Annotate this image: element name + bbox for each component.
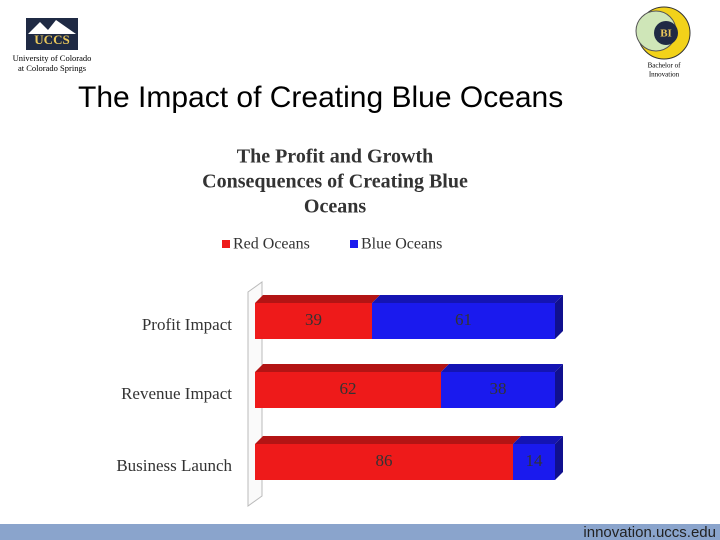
chart-title: The Profit and Growth: [237, 146, 434, 168]
legend-label: Blue Oceans: [361, 236, 442, 253]
bar-top: [513, 436, 563, 444]
program: Bachelor of: [648, 62, 682, 70]
bar: [255, 303, 372, 339]
bar-top: [255, 295, 380, 303]
bar-side: [555, 295, 563, 339]
chart-title: Consequences of Creating Blue: [202, 171, 468, 193]
legend-label: Red Oceans: [233, 236, 310, 253]
footer-url: innovation.uccs.edu: [583, 524, 716, 540]
bar: [513, 444, 555, 480]
data-label: 38: [490, 379, 507, 398]
footer-bar: [0, 524, 720, 540]
bar: [255, 444, 513, 480]
category-label: Revenue Impact: [121, 384, 232, 403]
bar-top: [255, 364, 449, 372]
bar-top: [441, 364, 563, 372]
bar: [255, 372, 441, 408]
badge-core: [654, 21, 678, 45]
uccs-logo: UCCS University of Colorado at Colorado …: [13, 18, 92, 73]
bar: [441, 372, 555, 408]
data-label: 14: [526, 451, 544, 470]
logo-text: UCCS: [34, 32, 69, 47]
legend-swatch: [222, 240, 230, 248]
bar-top: [372, 295, 563, 303]
bar: [372, 303, 555, 339]
chart-title: Oceans: [304, 196, 366, 218]
legend-swatch: [350, 240, 358, 248]
badge-text: BI: [660, 28, 672, 40]
campus: at Colorado Springs: [18, 63, 86, 73]
bi-logo: BI Bachelor of Innovation: [635, 6, 691, 79]
data-label: 61: [455, 310, 472, 329]
program: Innovation: [649, 71, 680, 79]
data-label: 39: [305, 310, 322, 329]
data-label: 62: [340, 379, 357, 398]
logo-mountains: [28, 20, 76, 34]
category-label: Business Launch: [116, 456, 232, 475]
bar-side: [555, 364, 563, 408]
bar-top: [255, 436, 521, 444]
category-label: Profit Impact: [142, 315, 232, 334]
slide-title: The Impact of Creating Blue Oceans: [78, 81, 563, 114]
data-label: 86: [376, 451, 393, 470]
university: University of Colorado: [13, 53, 92, 63]
bar-side: [555, 436, 563, 480]
